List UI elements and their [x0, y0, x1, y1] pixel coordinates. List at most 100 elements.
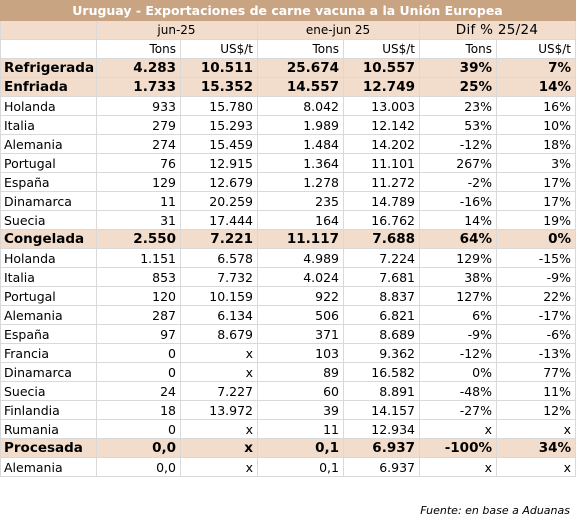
- category-row: Enfriada 1.733 15.352 14.557 12.749 25% 14%: [0, 77, 576, 97]
- cell-usd-ene-jun: 7.681: [343, 267, 420, 287]
- cell-dif-usd: 14%: [495, 77, 576, 97]
- cell-tons-jun: 2.550: [96, 229, 181, 249]
- table-row: Suecia 24 7.227 60 8.891 -48% 11%: [0, 381, 576, 401]
- cell-dif-tons: 25%: [419, 77, 497, 97]
- cell-usd-ene-jun: 16.762: [343, 210, 420, 230]
- cell-usd-ene-jun: 6.937: [343, 438, 420, 458]
- table-row: España 97 8.679 371 8.689 -9% -6%: [0, 324, 576, 344]
- cell-tons-jun: 933: [96, 96, 181, 116]
- cell-tons-jun: 0: [96, 343, 181, 363]
- cell-tons-jun: 853: [96, 267, 181, 287]
- cell-tons-jun: 0: [96, 362, 181, 382]
- cell-tons-ene-jun: 4.024: [257, 267, 344, 287]
- cell-tons-jun: 24: [96, 381, 181, 401]
- cell-usd-jun: 7.227: [180, 381, 258, 401]
- cell-usd-ene-jun: 13.003: [343, 96, 420, 116]
- cell-dif-usd: 10%: [495, 115, 576, 135]
- table-row: España 129 12.679 1.278 11.272 -2% 17%: [0, 172, 576, 192]
- cell-usd-ene-jun: 16.582: [343, 362, 420, 382]
- cell-tons-jun: 18: [96, 400, 181, 420]
- cell-tons-ene-jun: 89: [257, 362, 344, 382]
- country-name: Dinamarca: [0, 191, 97, 211]
- cell-tons-jun: 31: [96, 210, 181, 230]
- unit-usd: US$/t: [343, 39, 420, 59]
- cell-tons-ene-jun: 1.364: [257, 153, 344, 173]
- cell-dif-tons: 23%: [419, 96, 497, 116]
- cell-usd-ene-jun: 12.142: [343, 115, 420, 135]
- country-name: Alemania: [0, 457, 97, 477]
- table-row: Finlandia 18 13.972 39 14.157 -27% 12%: [0, 400, 576, 420]
- cell-usd-jun: 7.221: [180, 229, 258, 249]
- cell-dif-tons: 64%: [419, 229, 497, 249]
- table-row: Portugal 120 10.159 922 8.837 127% 22%: [0, 286, 576, 306]
- cell-usd-jun: 10.159: [180, 286, 258, 306]
- cell-usd-ene-jun: 8.891: [343, 381, 420, 401]
- cell-tons-jun: 120: [96, 286, 181, 306]
- cell-usd-jun: 15.459: [180, 134, 258, 154]
- unit-blank: [0, 39, 97, 59]
- cell-usd-ene-jun: 14.789: [343, 191, 420, 211]
- cell-dif-tons: x: [419, 457, 497, 477]
- cell-usd-jun: x: [180, 438, 258, 458]
- country-name: Rumania: [0, 419, 97, 439]
- cell-tons-ene-jun: 4.989: [257, 248, 344, 268]
- cell-tons-jun: 1.151: [96, 248, 181, 268]
- table-row: Italia 279 15.293 1.989 12.142 53% 10%: [0, 115, 576, 135]
- cell-usd-ene-jun: 11.272: [343, 172, 420, 192]
- cell-usd-jun: 7.732: [180, 267, 258, 287]
- cell-usd-ene-jun: 7.224: [343, 248, 420, 268]
- country-name: Suecia: [0, 210, 97, 230]
- cell-tons-ene-jun: 8.042: [257, 96, 344, 116]
- cell-tons-ene-jun: 14.557: [257, 77, 344, 97]
- table-row: Alemania 0,0 x 0,1 6.937 x x: [0, 457, 576, 477]
- country-name: Italia: [0, 115, 97, 135]
- country-name: Portugal: [0, 153, 97, 173]
- cell-tons-ene-jun: 0,1: [257, 457, 344, 477]
- cell-tons-jun: 0,0: [96, 457, 181, 477]
- country-name: Alemania: [0, 305, 97, 325]
- cell-tons-ene-jun: 1.484: [257, 134, 344, 154]
- cell-usd-jun: x: [180, 362, 258, 382]
- table-row: Holanda 1.151 6.578 4.989 7.224 129% -15%: [0, 248, 576, 268]
- cell-tons-jun: 4.283: [96, 58, 181, 78]
- cell-usd-ene-jun: 8.837: [343, 286, 420, 306]
- title-row: Uruguay - Exportaciones de carne vacuna …: [0, 0, 576, 21]
- cell-dif-tons: 38%: [419, 267, 497, 287]
- unit-tons: Tons: [257, 39, 344, 59]
- category-row: Refrigerada 4.283 10.511 25.674 10.557 39% 7%: [0, 58, 576, 78]
- unit-header-row: Tons US$/t Tons US$/t Tons US$/t: [0, 39, 576, 59]
- cell-usd-jun: 20.259: [180, 191, 258, 211]
- category-row: Congelada 2.550 7.221 11.117 7.688 64% 0%: [0, 229, 576, 249]
- cell-dif-usd: 77%: [495, 362, 576, 382]
- cell-dif-usd: -9%: [495, 267, 576, 287]
- cell-tons-jun: 76: [96, 153, 181, 173]
- country-name: España: [0, 324, 97, 344]
- cell-dif-tons: -12%: [419, 343, 497, 363]
- cell-dif-tons: 14%: [419, 210, 497, 230]
- cell-tons-jun: 1.733: [96, 77, 181, 97]
- cell-dif-usd: 18%: [495, 134, 576, 154]
- cell-tons-jun: 0: [96, 419, 181, 439]
- cell-dif-tons: 6%: [419, 305, 497, 325]
- cell-usd-jun: 6.134: [180, 305, 258, 325]
- cell-dif-usd: 34%: [495, 438, 576, 458]
- cell-dif-tons: 0%: [419, 362, 497, 382]
- category-row: Procesada 0,0 x 0,1 6.937 -100% 34%: [0, 438, 576, 458]
- country-name: Italia: [0, 267, 97, 287]
- cell-dif-tons: 267%: [419, 153, 497, 173]
- cell-tons-ene-jun: 11: [257, 419, 344, 439]
- cell-usd-ene-jun: 14.157: [343, 400, 420, 420]
- country-name: Holanda: [0, 248, 97, 268]
- cell-usd-jun: 8.679: [180, 324, 258, 344]
- country-name: Alemania: [0, 134, 97, 154]
- cell-dif-usd: -6%: [495, 324, 576, 344]
- cell-tons-ene-jun: 1.989: [257, 115, 344, 135]
- country-name: Suecia: [0, 381, 97, 401]
- cell-tons-ene-jun: 25.674: [257, 58, 344, 78]
- cell-dif-tons: x: [419, 419, 497, 439]
- export-table: Uruguay - Exportaciones de carne vacuna …: [0, 0, 576, 477]
- cell-dif-tons: 53%: [419, 115, 497, 135]
- table-row: Francia 0 x 103 9.362 -12% -13%: [0, 343, 576, 363]
- cell-dif-usd: 3%: [495, 153, 576, 173]
- cell-usd-jun: 12.915: [180, 153, 258, 173]
